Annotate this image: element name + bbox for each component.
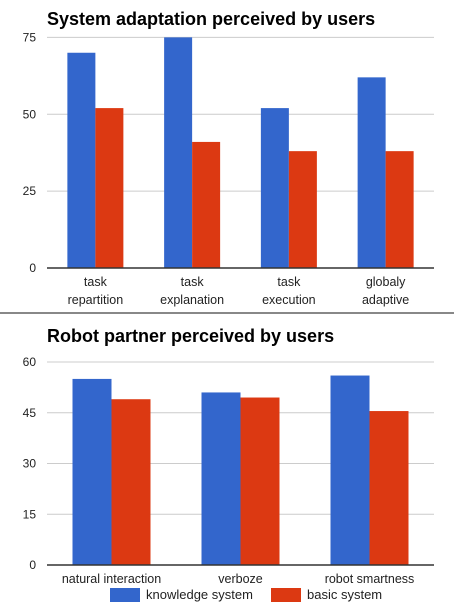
legend-label: knowledge system: [146, 587, 253, 602]
bar: [260, 108, 289, 268]
bar: [95, 108, 124, 268]
y-tick-label: 0: [29, 558, 36, 572]
x-tick-label: repartition: [68, 293, 124, 307]
legend-item-basic: basic system: [271, 587, 382, 602]
x-tick-label: task: [84, 275, 108, 289]
chart-legend: knowledge system basic system: [0, 587, 454, 607]
bar: [164, 37, 193, 268]
chart-robot-partner: Robot partner perceived by users 0 15 30 45…: [0, 312, 454, 608]
bar: [385, 151, 414, 268]
x-tick-label: robot smartness: [325, 572, 415, 586]
bar: [67, 52, 96, 268]
y-tick-label: 60: [23, 355, 37, 369]
x-tick-label: globaly: [366, 275, 406, 289]
bar: [111, 399, 151, 565]
chart-title: System adaptation perceived by users: [47, 9, 376, 29]
x-tick-label: explanation: [160, 293, 224, 307]
y-tick-label: 25: [23, 184, 37, 198]
bar: [330, 375, 370, 565]
x-tick-label: execution: [262, 293, 316, 307]
bar: [192, 141, 221, 268]
x-tick-label: adaptive: [362, 293, 409, 307]
bar: [357, 77, 386, 268]
legend-swatch-knowledge: [110, 587, 140, 602]
x-tick-label: natural interaction: [62, 572, 161, 586]
bar: [72, 378, 112, 565]
legend-item-knowledge: knowledge system: [110, 587, 253, 602]
divider: [0, 312, 454, 314]
bar: [288, 151, 317, 268]
y-tick-label: 50: [23, 107, 37, 121]
y-tick-label: 15: [23, 507, 37, 521]
x-tick-label: verboze: [218, 572, 263, 586]
legend-swatch-basic: [271, 587, 301, 602]
bar: [369, 411, 409, 565]
chart-title: Robot partner perceived by users: [47, 326, 335, 346]
chart-plot-area: 0 25 50 75 task repartition task explanation tas…: [23, 30, 434, 307]
chart-system-adaptation: System adaptation perceived by users 0 25…: [23, 9, 434, 307]
x-tick-label: task: [277, 275, 301, 289]
legend-label: basic system: [307, 587, 383, 602]
y-tick-label: 45: [23, 406, 37, 420]
y-tick-label: 0: [29, 261, 36, 275]
chart-plot-area: 0 15 30 45 60 natural interaction verboze robot…: [23, 355, 434, 586]
y-tick-label: 75: [23, 30, 37, 44]
x-tick-label: task: [181, 275, 205, 289]
y-tick-label: 30: [23, 457, 37, 471]
bar: [240, 397, 280, 565]
bar: [201, 392, 241, 565]
